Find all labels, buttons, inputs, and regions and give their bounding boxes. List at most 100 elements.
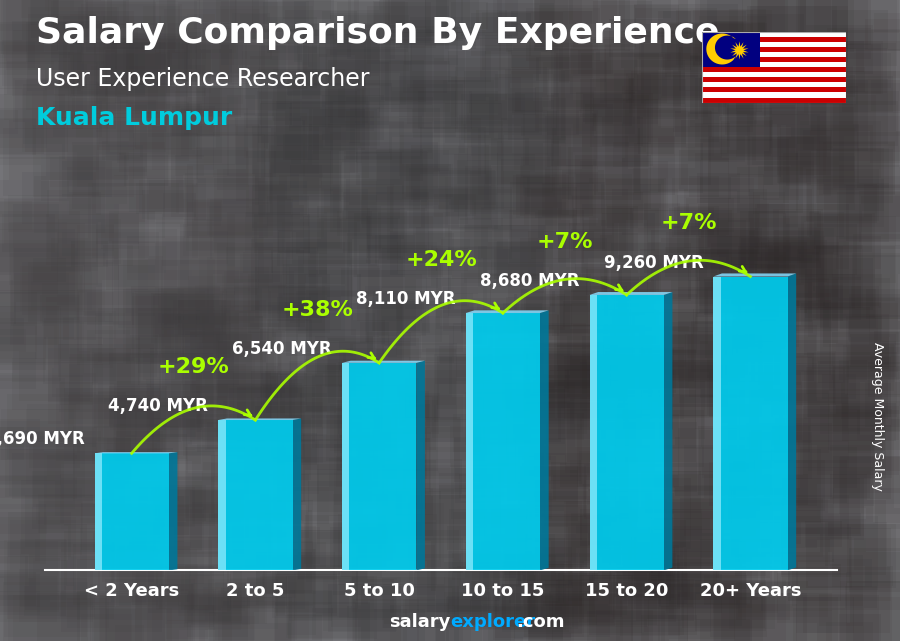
Bar: [202, 76, 243, 104]
Bar: [263, 564, 304, 594]
Bar: [819, 141, 895, 195]
Bar: [25, 122, 68, 153]
Polygon shape: [218, 419, 302, 420]
Bar: [220, 1, 310, 65]
Bar: [427, 278, 467, 306]
Bar: [594, 60, 637, 91]
Bar: [194, 45, 286, 110]
Bar: [619, 0, 688, 40]
Bar: [688, 176, 719, 197]
Bar: [526, 580, 560, 603]
Bar: [94, 313, 125, 334]
Bar: [327, 365, 425, 435]
Bar: [409, 357, 479, 407]
Bar: [749, 279, 838, 343]
Bar: [274, 608, 333, 641]
Bar: [135, 44, 233, 113]
Bar: [10, 279, 103, 345]
Bar: [746, 31, 814, 80]
Bar: [356, 481, 384, 501]
Polygon shape: [466, 310, 549, 313]
Bar: [764, 92, 809, 124]
Bar: [261, 372, 307, 406]
Bar: [64, 504, 95, 526]
Bar: [117, 88, 222, 163]
Bar: [841, 383, 891, 419]
Bar: [724, 55, 807, 115]
Bar: [758, 0, 848, 61]
Bar: [535, 0, 572, 20]
Bar: [257, 512, 292, 537]
Bar: [92, 402, 178, 464]
Bar: [706, 228, 759, 265]
Bar: [498, 310, 541, 340]
Bar: [68, 52, 170, 125]
Bar: [302, 433, 397, 501]
Bar: [796, 365, 882, 426]
Bar: [747, 433, 812, 479]
Bar: [702, 62, 753, 98]
Bar: [3, 128, 99, 196]
Bar: [276, 434, 372, 502]
Bar: [635, 8, 717, 67]
Bar: [448, 51, 490, 81]
Bar: [740, 522, 768, 542]
Bar: [708, 125, 781, 177]
Bar: [8, 512, 71, 557]
Bar: [839, 457, 900, 514]
Bar: [675, 437, 758, 496]
Bar: [105, 579, 195, 641]
Bar: [832, 332, 899, 379]
Bar: [167, 23, 243, 76]
Bar: [0, 574, 40, 615]
Text: Average Monthly Salary: Average Monthly Salary: [871, 342, 884, 491]
Bar: [434, 58, 538, 133]
Bar: [226, 247, 319, 313]
Bar: [0, 421, 60, 485]
Bar: [266, 363, 336, 413]
Bar: [439, 485, 544, 560]
Bar: [658, 126, 750, 192]
Bar: [803, 406, 899, 475]
Bar: [768, 265, 796, 286]
Bar: [92, 352, 139, 385]
Bar: [0, 337, 46, 370]
Bar: [318, 206, 382, 251]
Bar: [787, 460, 847, 503]
Bar: [764, 474, 808, 505]
Bar: [715, 475, 817, 549]
Bar: [0, 474, 60, 549]
Bar: [220, 6, 313, 73]
Bar: [194, 200, 222, 221]
Bar: [76, 311, 115, 339]
Bar: [273, 457, 364, 521]
Bar: [429, 447, 493, 492]
Bar: [568, 147, 642, 200]
Bar: [503, 538, 565, 581]
Bar: [435, 310, 538, 384]
Bar: [459, 115, 512, 153]
Bar: [37, 594, 142, 641]
Bar: [480, 504, 564, 565]
Bar: [0, 329, 26, 352]
Bar: [356, 152, 402, 185]
Bar: [203, 328, 274, 379]
Bar: [330, 527, 387, 567]
Bar: [549, 380, 642, 446]
Bar: [298, 529, 366, 579]
Bar: [242, 623, 291, 641]
Bar: [329, 458, 411, 516]
Bar: [7, 61, 54, 94]
Bar: [624, 381, 705, 439]
Bar: [69, 0, 175, 52]
Bar: [556, 579, 594, 606]
Bar: [0, 40, 40, 76]
Bar: [33, 558, 60, 578]
Bar: [410, 395, 463, 432]
Bar: [502, 379, 531, 399]
Bar: [796, 499, 828, 522]
Bar: [544, 116, 641, 184]
Bar: [598, 537, 649, 573]
Bar: [40, 181, 68, 201]
Bar: [772, 426, 810, 453]
